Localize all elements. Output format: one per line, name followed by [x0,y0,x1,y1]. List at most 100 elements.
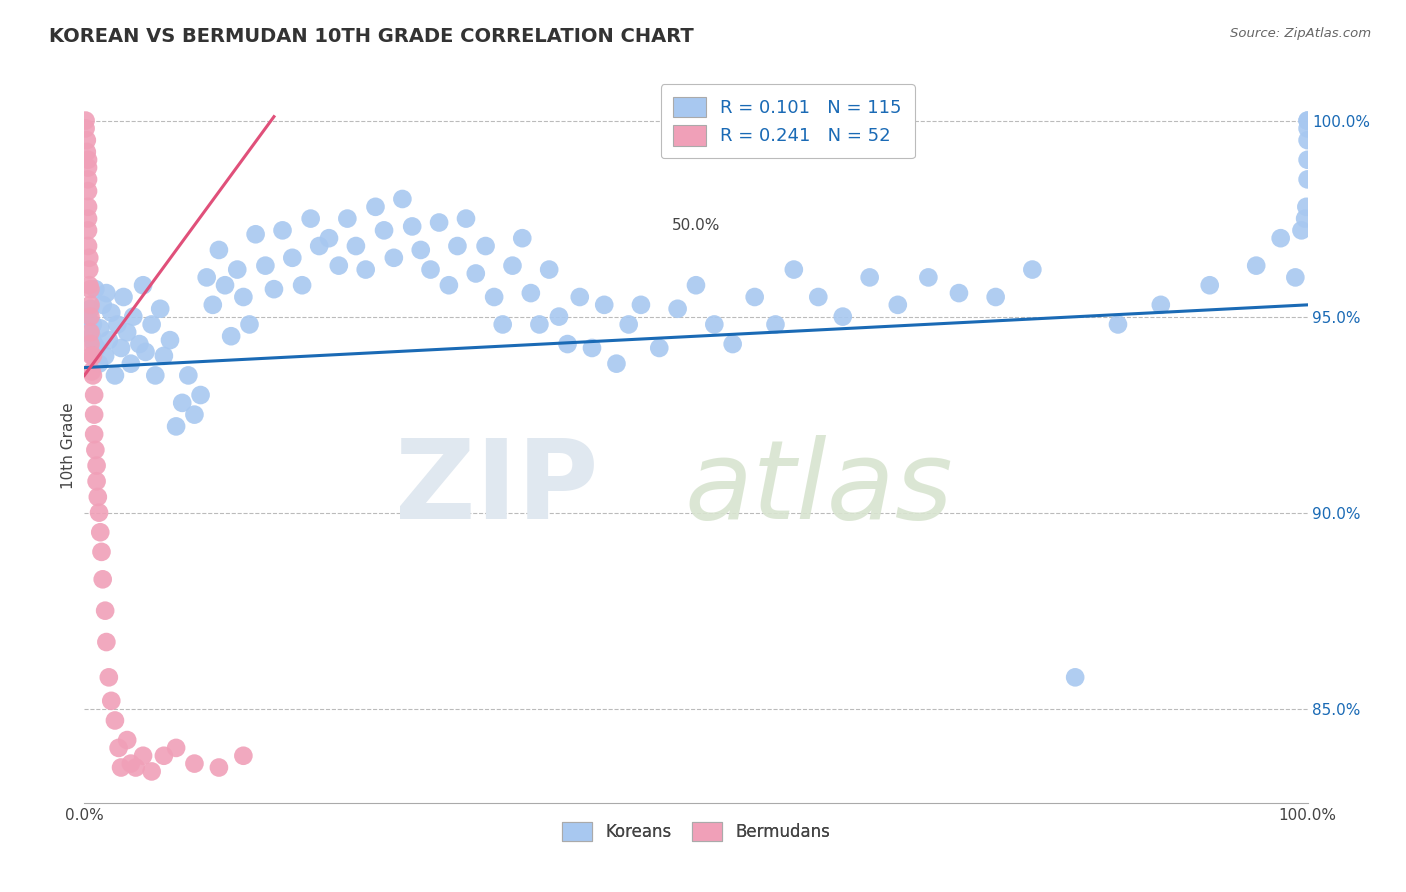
Point [87,490,110,504]
Point [76,145,98,159]
Point [887,298,910,312]
Legend: Koreans, Bermudans: Koreans, Bermudans [555,815,837,848]
Point [1296,172,1319,186]
Point [520,286,543,301]
Point [1291,223,1313,237]
Point [1270,231,1292,245]
Point [344,239,367,253]
Point [482,290,505,304]
Text: 50.0%: 50.0% [672,218,720,233]
Point [165,419,187,434]
Point [1295,200,1317,214]
Point [172,396,194,410]
Point [79,298,101,312]
Point [291,278,314,293]
Point [208,243,231,257]
Point [419,262,441,277]
Point [115,733,138,747]
Point [214,278,236,293]
Point [143,368,166,383]
Point [79,310,101,324]
Point [82,368,104,383]
Point [364,200,387,214]
Point [86,341,108,355]
Point [703,318,725,332]
Point [77,223,100,237]
Point [141,318,163,332]
Point [557,337,579,351]
Point [77,262,100,277]
Point [232,748,254,763]
Point [84,282,107,296]
Point [104,368,127,383]
Point [538,262,561,277]
Point [281,251,304,265]
Point [165,740,187,755]
Point [271,223,294,237]
Point [97,333,120,347]
Point [783,262,806,277]
Point [245,227,267,242]
Point [1244,259,1267,273]
Point [510,231,533,245]
Point [190,388,212,402]
Point [1021,262,1043,277]
Point [238,318,260,332]
Point [86,475,108,489]
Text: atlas: atlas [683,435,953,542]
Point [502,259,524,273]
Point [666,301,689,316]
Point [446,239,468,253]
Point [765,318,787,332]
Point [859,270,882,285]
Point [318,231,340,245]
Point [409,243,432,257]
Point [96,286,118,301]
Point [86,458,108,473]
Point [110,760,132,774]
Point [153,748,176,763]
Point [79,301,101,316]
Point [77,251,100,265]
Point [132,278,155,293]
Point [91,298,114,312]
Point [122,310,145,324]
Point [201,298,224,312]
Point [77,310,100,324]
Point [97,670,120,684]
Point [529,318,551,332]
Point [177,368,200,383]
Point [80,349,103,363]
Point [1198,278,1220,293]
Point [336,211,359,226]
Point [83,408,105,422]
Point [77,278,100,293]
Point [105,318,128,332]
Point [1150,298,1173,312]
Point [110,341,132,355]
Point [141,764,163,779]
Point [83,388,105,402]
Point [77,184,100,198]
Point [299,211,322,226]
Point [87,506,110,520]
Point [89,321,111,335]
Point [125,760,148,774]
Point [77,161,100,175]
Point [492,318,515,332]
Point [82,349,104,363]
Point [831,310,853,324]
Point [80,329,103,343]
Point [617,318,640,332]
Point [82,318,104,332]
Point [83,427,105,442]
Point [685,278,707,293]
Point [128,337,150,351]
Point [94,349,117,363]
Point [1107,318,1129,332]
Point [91,572,114,586]
Y-axis label: 10th Grade: 10th Grade [60,402,76,490]
Point [1064,670,1087,684]
Point [581,341,603,355]
Point [263,282,285,296]
